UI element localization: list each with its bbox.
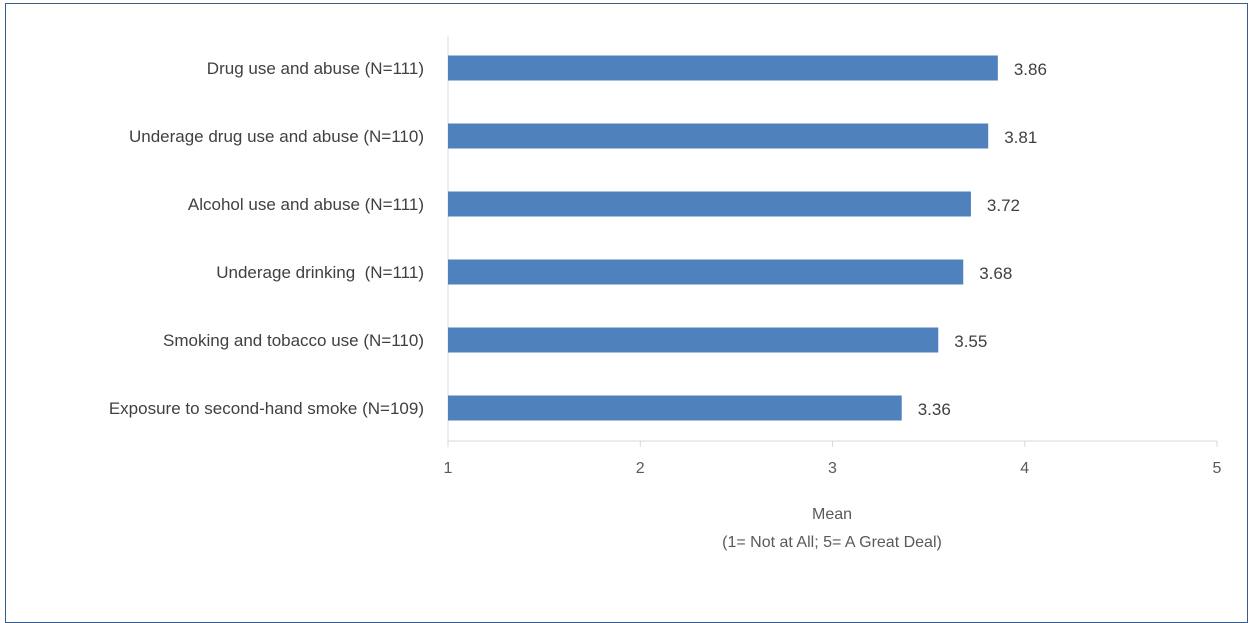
bar — [448, 327, 939, 353]
labels: 1 2 3 4 5 Drug use and abuse (N=111) 3.86 Under… — [109, 59, 1222, 477]
data-label: 3.81 — [1004, 128, 1037, 147]
bars — [448, 55, 998, 421]
x-tick-label: 3 — [828, 460, 837, 477]
data-label: 3.55 — [954, 332, 987, 351]
axes — [447, 36, 1218, 447]
category-label: Exposure to second-hand smoke (N=109) — [109, 399, 424, 418]
category-label: Alcohol use and abuse (N=111) — [188, 195, 424, 214]
x-tick-label: 2 — [636, 460, 645, 477]
x-tick-label: 5 — [1213, 460, 1222, 477]
category-label: Smoking and tobacco use (N=110) — [163, 331, 424, 350]
x-tick-label: 1 — [444, 460, 453, 477]
data-label: 3.36 — [918, 400, 951, 419]
data-label: 3.86 — [1014, 60, 1047, 79]
bar — [448, 55, 998, 81]
bar — [448, 259, 964, 285]
chart-frame — [5, 3, 1248, 623]
x-tick-label: 4 — [1020, 460, 1029, 477]
x-axis-title: Mean — [812, 506, 852, 523]
x-axis-subtitle: (1= Not at All; 5= A Great Deal) — [722, 534, 942, 551]
category-label: Underage drinking (N=111) — [216, 263, 424, 282]
data-label: 3.72 — [987, 196, 1020, 215]
bar — [448, 191, 971, 217]
bar — [448, 395, 902, 421]
bar — [448, 123, 989, 149]
category-label: Drug use and abuse (N=111) — [207, 59, 424, 78]
data-label: 3.68 — [979, 264, 1012, 283]
category-label: Underage drug use and abuse (N=110) — [129, 127, 424, 146]
